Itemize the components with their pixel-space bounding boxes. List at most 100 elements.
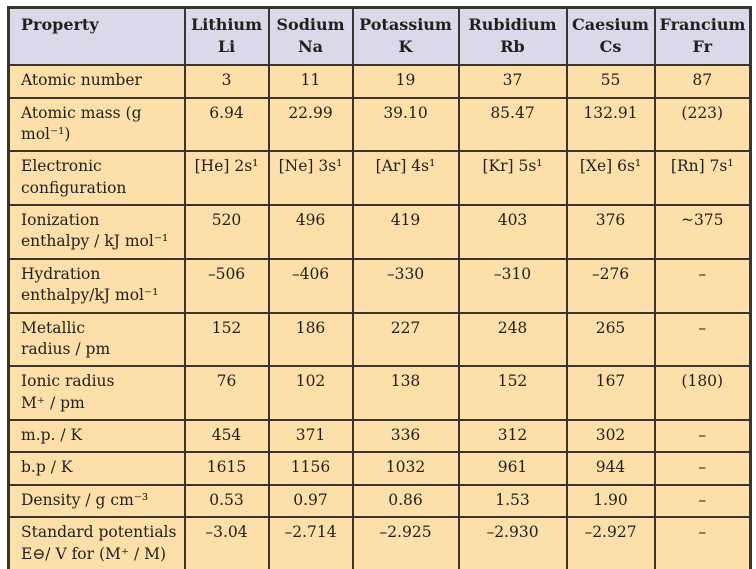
value-cell: – — [653, 419, 752, 454]
value-cell: 152 — [457, 365, 568, 422]
value-cell: ~375 — [653, 204, 752, 260]
value-cell: 186 — [267, 311, 354, 368]
value-cell: [Xe] 6s¹ — [565, 150, 656, 207]
value-cell: 138 — [351, 365, 460, 422]
table-row: Electronic configuration [He] 2s¹ [Ne] 3s¹… — [7, 150, 752, 207]
value-cell: 1032 — [351, 451, 460, 486]
table-row: m.p. / K 454 371 336 312 302– — [7, 419, 752, 454]
property-cell: Electronic configuration — [7, 150, 186, 207]
value-cell: 11 — [267, 64, 354, 99]
value-cell: – — [653, 516, 752, 569]
value-cell: 39.10 — [351, 96, 460, 153]
value-cell: 371 — [267, 419, 354, 454]
value-cell: –2.930 — [457, 516, 568, 569]
table-row: Standard potentials E⊖/ V for (M⁺ / M) –3… — [7, 516, 752, 569]
value-cell: – — [653, 451, 752, 486]
value-cell: –2.714 — [267, 516, 354, 569]
property-cell: Atomic mass (g mol⁻¹) — [7, 96, 186, 153]
table-row: Hydration enthalpy/kJ mol⁻¹ –506 –406 –330–… — [7, 257, 752, 314]
value-cell: –3.04 — [183, 516, 270, 569]
element-name: Francium — [659, 15, 746, 34]
value-cell: 302 — [565, 419, 656, 454]
value-cell: –2.927 — [565, 516, 656, 569]
element-name: Lithium — [191, 15, 262, 34]
table-row: Ionization enthalpy / kJ mol⁻¹ 520 496 419 4… — [7, 204, 752, 260]
value-cell: [He] 2s¹ — [183, 150, 270, 207]
value-cell: 55 — [565, 64, 656, 99]
value-cell: 0.97 — [267, 483, 354, 519]
value-cell: 1156 — [267, 451, 354, 486]
value-cell: 6.94 — [183, 96, 270, 153]
header-lithium: Lithium Li — [183, 6, 270, 67]
value-cell: [Ne] 3s¹ — [267, 150, 354, 207]
value-cell: 944 — [565, 451, 656, 486]
table-row: Atomic mass (g mol⁻¹) 6.94 22.99 39.10 85.47… — [7, 96, 752, 153]
table-body: Atomic number 3 11 19 37 55 87 Atomic mass (g m… — [7, 64, 752, 569]
header-rubidium: Rubidium Rb — [457, 6, 568, 67]
value-cell: 0.86 — [351, 483, 460, 519]
value-cell: 22.99 — [267, 96, 354, 153]
value-cell: – — [653, 311, 752, 368]
value-cell: 248 — [457, 311, 568, 368]
header-property: Property — [7, 6, 186, 67]
value-cell: 87 — [653, 64, 752, 99]
value-cell: 0.53 — [183, 483, 270, 519]
value-cell: –330 — [351, 257, 460, 314]
element-symbol: K — [398, 37, 413, 57]
element-symbol: Cs — [599, 37, 622, 57]
value-cell: [Ar] 4s¹ — [351, 150, 460, 207]
value-cell: – — [653, 483, 752, 519]
value-cell: 37 — [457, 64, 568, 99]
header-caesium: Caesium Cs — [565, 6, 656, 67]
property-cell: Standard potentials E⊖/ V for (M⁺ / M) — [7, 516, 186, 569]
value-cell: 3 — [183, 64, 270, 99]
alkali-metals-properties-table: Property Lithium Li Sodium Na Potassium K R… — [7, 6, 752, 569]
value-cell: –276 — [565, 257, 656, 314]
value-cell: 85.47 — [457, 96, 568, 153]
value-cell: –310 — [457, 257, 568, 314]
value-cell: –506 — [183, 257, 270, 314]
value-cell: 1615 — [183, 451, 270, 486]
property-cell: m.p. / K — [7, 419, 186, 454]
value-cell: 76 — [183, 365, 270, 422]
table-header: Property Lithium Li Sodium Na Potassium K R… — [7, 6, 752, 67]
value-cell: 102 — [267, 365, 354, 422]
value-cell: 376 — [565, 204, 656, 260]
value-cell: (180) — [653, 365, 752, 422]
value-cell: 265 — [565, 311, 656, 368]
element-symbol: Rb — [500, 37, 525, 57]
value-cell: – — [653, 257, 752, 314]
value-cell: 454 — [183, 419, 270, 454]
value-cell: 336 — [351, 419, 460, 454]
table-row: Metallic radius / pm 152 186 227 248 265– — [7, 311, 752, 368]
element-name: Rubidium — [468, 15, 557, 34]
value-cell: 419 — [351, 204, 460, 260]
value-cell: 152 — [183, 311, 270, 368]
header-francium: Francium Fr — [653, 6, 752, 67]
value-cell: [Kr] 5s¹ — [457, 150, 568, 207]
element-name: Potassium — [359, 15, 452, 34]
value-cell: 167 — [565, 365, 656, 422]
element-symbol: Li — [217, 37, 236, 57]
value-cell: 520 — [183, 204, 270, 260]
value-cell: 227 — [351, 311, 460, 368]
value-cell: 132.91 — [565, 96, 656, 153]
value-cell: 1.53 — [457, 483, 568, 519]
value-cell: 403 — [457, 204, 568, 260]
property-cell: Ionic radius M⁺ / pm — [7, 365, 186, 422]
value-cell: 496 — [267, 204, 354, 260]
header-sodium: Sodium Na — [267, 6, 354, 67]
value-cell: –2.925 — [351, 516, 460, 569]
value-cell: 312 — [457, 419, 568, 454]
value-cell: (223) — [653, 96, 752, 153]
element-symbol: Fr — [692, 37, 712, 57]
property-cell: Ionization enthalpy / kJ mol⁻¹ — [7, 204, 186, 260]
element-name: Caesium — [572, 15, 649, 34]
element-symbol: Na — [298, 37, 323, 57]
value-cell: –406 — [267, 257, 354, 314]
property-cell: Atomic number — [7, 64, 186, 99]
table-row: Atomic number 3 11 19 37 55 87 — [7, 64, 752, 99]
property-cell: Density / g cm⁻³ — [7, 483, 186, 519]
value-cell: 1.90 — [565, 483, 656, 519]
